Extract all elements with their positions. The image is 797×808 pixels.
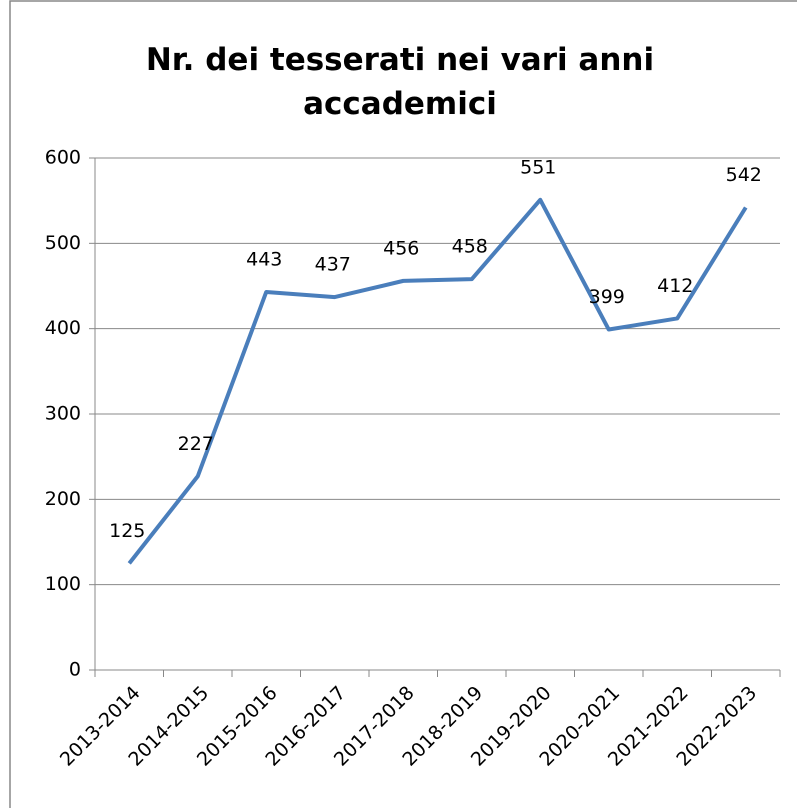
data-label: 542 (726, 164, 762, 186)
data-label: 443 (246, 248, 282, 270)
data-label: 456 (383, 237, 419, 259)
y-tick-label: 100 (45, 573, 81, 595)
data-label: 125 (109, 520, 145, 542)
line-series (127, 197, 748, 565)
y-tick-label: 600 (45, 147, 81, 169)
y-tick-label: 300 (45, 403, 81, 425)
y-tick-label: 0 (69, 659, 81, 681)
data-label: 227 (178, 433, 214, 455)
data-label: 458 (452, 236, 488, 258)
y-tick-label: 200 (45, 488, 81, 510)
y-tick-label: 400 (45, 317, 81, 339)
chart-border (9, 0, 797, 808)
y-tick-label: 500 (45, 232, 81, 254)
data-label: 437 (315, 254, 351, 276)
data-label: 399 (589, 286, 625, 308)
data-label: 412 (657, 275, 693, 297)
data-label: 551 (520, 156, 556, 178)
chart-title: Nr. dei tesserati nei vari anni accademi… (145, 42, 655, 122)
